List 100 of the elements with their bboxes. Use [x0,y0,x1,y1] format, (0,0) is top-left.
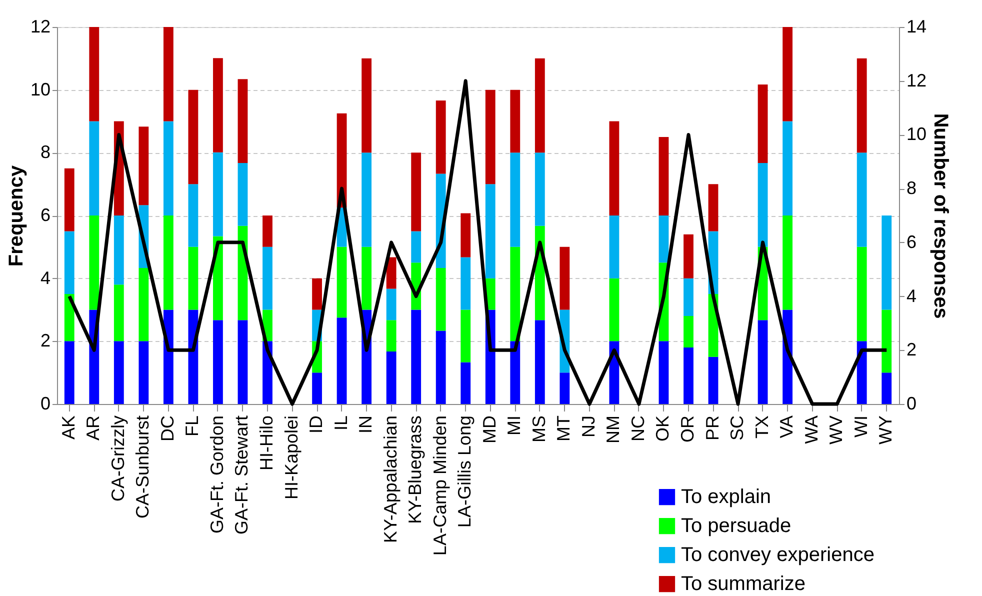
bar [89,216,100,310]
bar [64,231,74,294]
legend-label: To persuade [681,515,792,537]
bar [782,27,793,122]
bar [138,341,149,404]
bar [114,216,124,285]
y2-tick-label: 2 [906,340,917,360]
bar [362,246,372,310]
bar [64,168,74,232]
x-tick-label: MI [504,416,524,436]
bar [163,27,174,122]
bar [114,341,124,404]
legend-label: To summarize [681,573,806,595]
x-tick-label: IN [356,416,376,434]
y2-tick-label: 6 [906,232,917,252]
y-tick-label: 10 [30,79,50,100]
bar [460,213,471,258]
y-tick-label: 0 [40,394,50,414]
y2-tick-label: 4 [906,286,917,306]
bar [436,330,446,404]
x-tick-label: SC [727,416,748,441]
legend-label: To convey experience [681,544,874,566]
x-tick-label: OK [652,416,673,442]
x-tick-label: VA [776,416,797,438]
y2-tick-label: 14 [906,16,927,36]
bar [64,341,74,404]
bar [609,278,620,342]
bar [213,152,223,236]
x-tick-label: WV [826,416,846,444]
bar [658,216,669,263]
x-tick-label: IL [330,416,351,431]
x-tick-label: WA [801,416,822,444]
x-tick-label: CA-Grizzly [108,416,128,502]
x-tick-label: DC [157,416,178,442]
x-tick-label: AR [83,416,104,441]
x-tick-label: WY [876,416,896,444]
bar [213,320,223,404]
bar [882,310,892,373]
y-tick-label: 2 [40,330,50,351]
y2-tick-label: 10 [906,124,927,144]
x-tick-label: NJ [578,416,598,438]
bar [510,341,520,404]
bar [436,268,446,331]
x-tick-label: OR [678,416,698,442]
bar [386,288,396,320]
bar [386,352,396,404]
bar [262,246,272,310]
y2-axis-title: Number of responses [930,113,952,319]
bar [336,246,347,318]
x-tick-label: LA-Gillis Long [454,416,475,528]
bar [485,184,496,278]
y-tick-label: 4 [40,268,50,288]
bar [238,320,248,404]
bar [411,152,422,232]
x-tick-label: LA-Camp Minden [430,416,450,556]
bar [856,152,867,247]
bar [485,90,496,184]
bar [882,216,892,310]
bar [758,320,768,404]
bar [460,362,471,404]
bar [163,216,174,310]
bar [510,246,520,342]
x-tick-label: NM [603,416,624,444]
x-tick-label: MT [554,416,574,442]
x-tick-label: WI [850,416,871,438]
bar [708,356,718,404]
bar [856,246,867,342]
bar [684,347,694,404]
x-tick-label: NC [628,416,648,442]
bar [188,90,198,184]
bar [386,257,396,289]
bar [362,152,372,247]
bar [213,58,223,152]
y2-tick-label: 12 [906,70,927,90]
bar [114,284,124,342]
bar [708,184,718,232]
bar [312,372,322,404]
bar [534,152,545,226]
bar [163,121,174,216]
x-tick-label: MS [528,416,549,442]
bar [609,216,620,278]
bar [684,278,694,316]
bar [336,318,347,404]
bar [262,216,272,247]
x-tick-label: ID [306,416,326,434]
bar [89,27,100,122]
bar [882,372,892,404]
x-tick-label: GA-Ft. Gordon [206,416,227,534]
y-axis-title: Frequency [5,164,28,267]
bar [684,234,694,278]
bar [510,90,520,153]
bar [188,184,198,247]
x-tick-label: KY-Appalachian [380,416,400,543]
bar [658,341,669,404]
bar [238,79,248,164]
bar [534,58,545,153]
bar [460,257,471,310]
bar [782,216,793,310]
x-tick-label: HI-Hilo [256,416,276,471]
bar [89,121,100,216]
